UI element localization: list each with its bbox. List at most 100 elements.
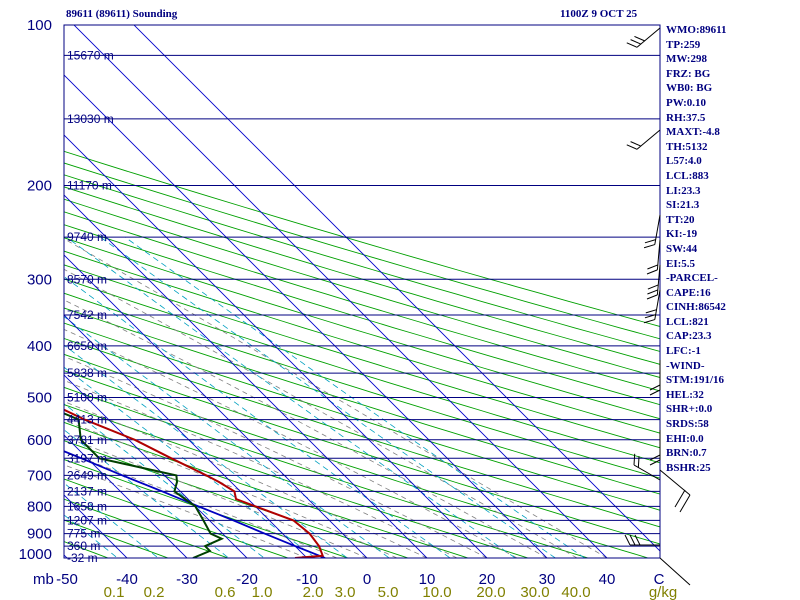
stat-line: CAPE:16 xyxy=(666,286,711,299)
stat-line: SW:44 xyxy=(666,242,698,255)
stat-line: KI:-19 xyxy=(666,228,698,241)
stat-line: CAP:23.3 xyxy=(666,330,712,343)
wind-barb-feather xyxy=(637,456,640,468)
stat-line: STM:191/16 xyxy=(666,374,725,387)
temperature-tick-label: 10 xyxy=(419,571,436,588)
dry-adiabat xyxy=(64,162,660,340)
moist-adiabat xyxy=(64,419,398,558)
stat-line: -PARCEL- xyxy=(666,272,718,285)
dry-adiabat xyxy=(64,440,410,558)
height-label: 8570 m xyxy=(67,272,107,286)
stat-line: SRDS:58 xyxy=(666,418,709,431)
height-label: 3197 m xyxy=(67,451,107,465)
wind-barb xyxy=(646,239,661,275)
mixing-ratio-line xyxy=(64,514,119,558)
stat-line: TH:5132 xyxy=(666,140,708,153)
moist-adiabat xyxy=(64,379,458,558)
stat-line: RH:37.5 xyxy=(666,111,706,124)
wind-barb-feather xyxy=(679,494,691,513)
stat-line: SHR+:0.0 xyxy=(666,403,713,416)
height-label: 11170 m xyxy=(67,178,112,192)
stat-line: BRN:0.7 xyxy=(666,447,707,460)
mixing-ratio-unit-label: g/kg xyxy=(649,584,677,600)
wind-barb-feather xyxy=(634,35,645,42)
wind-barb-feather xyxy=(649,459,661,466)
moist-adiabat xyxy=(64,464,308,558)
pressure-tick-label: 800 xyxy=(27,498,52,515)
stat-line: LCL:821 xyxy=(666,315,709,328)
wind-barb-feather xyxy=(630,141,642,147)
mixing-ratio-tick-label: 30.0 xyxy=(520,584,549,600)
stat-line: PW:0.10 xyxy=(666,96,707,109)
height-label: 15670 m xyxy=(67,48,114,62)
dry-adiabat xyxy=(64,353,660,545)
wind-barb-feather xyxy=(644,239,656,244)
stat-line: HEL:32 xyxy=(666,388,704,401)
wind-barb-feather xyxy=(629,534,636,546)
height-label: 5100 m xyxy=(67,391,107,405)
dry-adiabat xyxy=(64,307,660,495)
stat-line: WB0: BG xyxy=(666,82,713,95)
temperature-tick-label: -50 xyxy=(56,571,78,588)
pressure-tick-label: 900 xyxy=(27,526,52,543)
wind-barb-feather xyxy=(647,289,659,295)
isotherm xyxy=(0,13,18,569)
wind-barb xyxy=(646,264,661,300)
sounding-datetime: 1100Z 9 OCT 25 xyxy=(560,8,638,20)
wind-barb-feather xyxy=(630,39,642,45)
mixing-ratio-line xyxy=(64,482,159,558)
wind-barb xyxy=(626,129,661,150)
height-label: 9740 m xyxy=(67,230,107,244)
height-label: 360 m xyxy=(67,539,100,553)
height-label: 1207 m xyxy=(67,513,107,527)
wind-barb xyxy=(643,214,661,249)
temperature-tick-label: -10 xyxy=(296,571,318,588)
height-label: 13030 m xyxy=(67,112,114,126)
wind-barb xyxy=(649,360,661,396)
wind-barb-feather xyxy=(626,42,638,48)
stat-line: BSHR:25 xyxy=(666,461,711,474)
dry-adiabat xyxy=(64,322,660,511)
dry-adiabat xyxy=(64,519,170,558)
wind-barb-feather xyxy=(645,309,657,314)
stat-line: FRZ: BG xyxy=(666,67,711,80)
dry-adiabat xyxy=(64,386,590,558)
wind-barb-staff xyxy=(659,557,691,586)
pressure-tick-label: 200 xyxy=(27,177,52,194)
dry-adiabat xyxy=(64,404,530,558)
sounding-title: 89611 (89611) Sounding xyxy=(66,8,178,20)
temperature-tick-label: 40 xyxy=(599,571,616,588)
wind-barb-feather xyxy=(649,384,661,391)
dry-adiabat xyxy=(64,478,290,558)
temperature-tick-label: -30 xyxy=(176,571,198,588)
temperature-unit-label: C xyxy=(654,571,665,588)
isotherm xyxy=(64,374,248,558)
stat-line: LCL:883 xyxy=(666,169,709,182)
height-label: 3781 m xyxy=(67,433,107,447)
wind-barb xyxy=(649,430,661,466)
dewpoint-line xyxy=(64,412,225,558)
pressure-tick-label: 600 xyxy=(27,432,52,449)
pressure-tick-label: 100 xyxy=(27,17,52,34)
wind-barbs xyxy=(624,27,691,586)
dry-adiabat xyxy=(64,250,660,434)
dry-adiabat xyxy=(64,198,660,378)
dry-adiabat xyxy=(64,292,660,479)
stat-line: EHI:0.0 xyxy=(666,432,704,445)
background-lines xyxy=(0,13,660,569)
isotherm xyxy=(64,74,548,558)
dry-adiabat xyxy=(64,150,660,327)
pressure-tick-label: 500 xyxy=(27,390,52,407)
height-label: 5838 m xyxy=(67,366,107,380)
temperature-tick-label: -20 xyxy=(236,571,258,588)
height-label: 4413 m xyxy=(67,413,107,427)
height-label: -32 m xyxy=(67,551,98,565)
temperature-line xyxy=(64,408,325,558)
wind-barb-feather xyxy=(624,534,631,546)
mixing-ratio-tick-label: 1.0 xyxy=(252,584,273,600)
pressure-tick-label: 700 xyxy=(27,467,52,484)
profiles xyxy=(64,408,326,558)
isotherm xyxy=(73,25,608,558)
stat-line: WMO:89611 xyxy=(666,24,727,36)
